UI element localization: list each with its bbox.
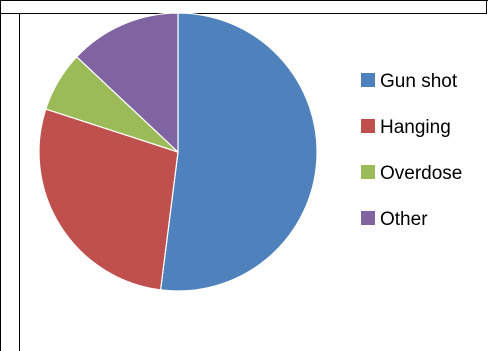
pie-slices (38, 12, 318, 292)
legend-label-hanging: Hanging (380, 117, 451, 138)
inner-border-line (19, 14, 20, 351)
legend-swatch-hanging (361, 119, 375, 133)
legend-label-other: Other (380, 209, 428, 230)
legend-swatch-gun-shot (361, 73, 375, 87)
legend-swatch-other (361, 211, 375, 225)
left-border-line (0, 0, 1, 351)
legend-swatch-overdose (361, 165, 375, 179)
legend-label-gun-shot: Gun shot (380, 71, 458, 92)
legend: Gun shot Hanging Overdose Other (361, 71, 462, 230)
legend-label-overdose: Overdose (380, 163, 462, 184)
pie-slice-other (76, 12, 179, 153)
pie-slice-hanging (38, 108, 179, 291)
right-border-line (486, 0, 487, 14)
header-border-line (0, 13, 487, 14)
pie-slice-gun-shot (159, 12, 318, 292)
top-border-line (0, 0, 488, 1)
